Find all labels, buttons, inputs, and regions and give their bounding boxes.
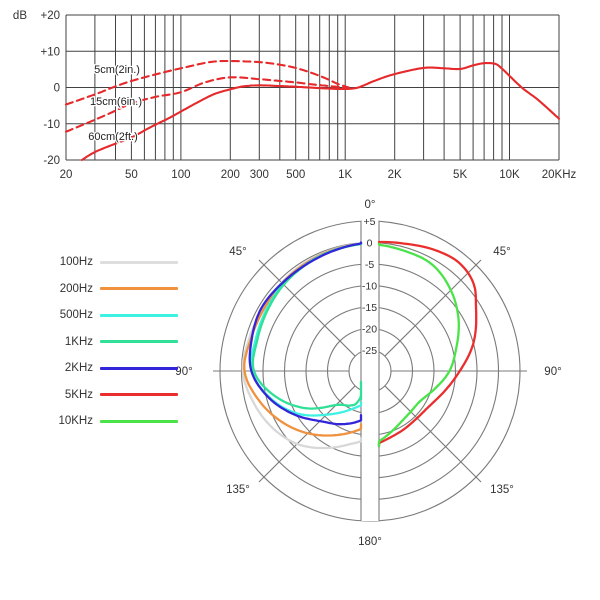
polar-spokes [213,259,527,483]
svg-text:200: 200 [221,169,240,181]
svg-text:500: 500 [286,169,305,181]
svg-text:90°: 90° [544,366,561,378]
svg-text:300: 300 [250,169,269,181]
svg-text:15cm(6in.): 15cm(6in.) [90,96,142,108]
legend-swatch-500hz [100,313,178,317]
freq-y-axis-unit: dB [13,10,27,22]
legend-swatch-5khz [100,393,178,397]
legend-swatch-200hz [100,287,178,291]
legend-swatch-10khz [100,419,178,423]
svg-text:-25: -25 [362,345,377,357]
freq-curves [64,59,561,162]
svg-text:20KHz: 20KHz [542,169,577,181]
svg-text:60cm(2ft.): 60cm(2ft.) [88,131,138,143]
legend-label: 1KHz [64,335,93,348]
svg-text:135°: 135° [490,484,514,496]
svg-text:+10: +10 [40,46,60,58]
legend-swatch-1khz [100,340,178,344]
svg-text:20: 20 [60,169,73,181]
polar-pattern-chart: +5 0 -5 -10 -15 -20 -25 0° 45° 45° 90° 90° 135° 135° 1… [175,199,561,548]
polar-center-gap [361,221,379,521]
svg-text:-20: -20 [362,323,377,335]
svg-text:-5: -5 [365,259,374,271]
legend-label: 2KHz [64,362,93,375]
svg-text:0: 0 [367,237,373,249]
legend-label: 10KHz [58,415,93,428]
polar-angle-labels: 0° 45° 45° 90° 90° 135° 135° 180° [175,199,561,548]
svg-text:0°: 0° [365,199,376,211]
svg-text:-15: -15 [362,302,377,314]
legend-label: 100Hz [59,256,93,269]
svg-text:-20: -20 [43,155,60,167]
svg-text:5K: 5K [453,169,467,181]
svg-text:1K: 1K [338,169,352,181]
legend-swatch-100hz [100,260,178,264]
legend-item-200hz: 200Hz [30,276,180,303]
legend-swatch-2khz [100,366,178,370]
legend-item-5khz: 5KHz [30,382,180,409]
svg-text:+20: +20 [40,10,60,22]
svg-text:180°: 180° [358,536,382,548]
svg-text:0: 0 [54,83,60,95]
polar-curves [241,240,478,450]
svg-text:50: 50 [125,169,138,181]
legend-item-10khz: 10KHz [30,408,180,435]
svg-text:90°: 90° [175,366,192,378]
polar-curve-5KHz [377,240,478,448]
polar-curve-10KHz [377,242,460,448]
svg-text:-10: -10 [362,280,377,292]
svg-text:-10: -10 [43,119,60,131]
freq-curve-15cm(6in.) [64,76,347,133]
svg-text:10K: 10K [499,169,520,181]
legend-item-1khz: 1KHz [30,329,180,356]
svg-text:45°: 45° [493,246,510,258]
freq-curve-labels: 5cm(2in.) 15cm(6in.) 60cm(2ft.) [87,63,143,145]
polar-legend: 100Hz 200Hz 500Hz 1KHz 2KHz 5KHz 10KHz [30,249,180,435]
polar-ring-labels: +5 0 -5 -10 -15 -20 -25 [361,216,379,357]
legend-item-500hz: 500Hz [30,302,180,329]
freq-curve-5cm(2in.) [64,59,350,106]
legend-item-2khz: 2KHz [30,355,180,382]
legend-item-100hz: 100Hz [30,249,180,276]
svg-text:45°: 45° [229,246,246,258]
svg-text:+5: +5 [364,216,376,228]
freq-x-tick-labels: 20 50 100 200 300 500 1K 2K 5K 10K 20KHz [60,169,577,181]
svg-text:5cm(2in.): 5cm(2in.) [94,64,140,76]
legend-label: 200Hz [59,282,93,295]
freq-curve-60cm(2ft.) [80,62,561,162]
svg-text:2K: 2K [388,169,402,181]
svg-text:135°: 135° [226,484,250,496]
freq-y-tick-labels: +20 +10 0 -10 -20 [40,10,60,167]
svg-text:100: 100 [171,169,190,181]
legend-label: 5KHz [64,388,93,401]
frequency-response-chart: 20 50 100 200 300 500 1K 2K 5K 10K 20KHz +20 +10 0 -10… [13,10,577,181]
polar-curve-2KHz [248,241,363,426]
legend-label: 500Hz [59,309,93,322]
